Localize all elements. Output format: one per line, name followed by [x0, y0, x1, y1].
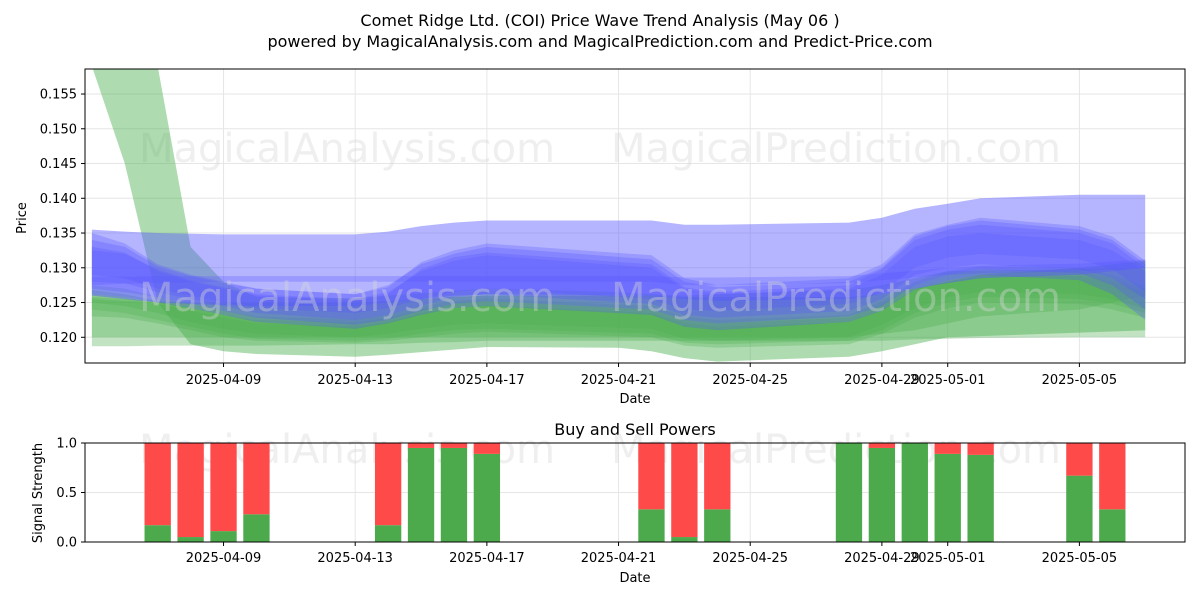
sell-power-bar	[868, 443, 896, 448]
price-y-tick-label: 0.150	[40, 122, 77, 137]
sell-power-bar	[638, 443, 665, 510]
buy-power-bar	[967, 454, 994, 542]
powers-x-tick-label: 2025-05-05	[1042, 551, 1118, 566]
buy-power-bar	[440, 447, 468, 542]
price-bands	[91, 69, 1146, 362]
buy-power-bar	[1066, 475, 1093, 542]
powers-x-tick-label: 2025-04-25	[712, 551, 788, 566]
sell-power-bar	[144, 443, 171, 526]
watermark-mid-left: MagicalAnalysis.com	[139, 275, 555, 321]
buy-power-bar	[835, 443, 863, 542]
powers-y-axis-label: Signal Strength	[31, 443, 46, 543]
blue-wave-band	[91, 233, 1146, 320]
blue-wave-band	[91, 217, 1146, 325]
price-y-tick-label: 0.135	[40, 227, 77, 242]
chart-title: Comet Ridge Ltd. (COI) Price Wave Trend …	[360, 11, 839, 30]
sell-power-bar	[704, 443, 731, 510]
price-y-tick-label: 0.145	[40, 157, 77, 172]
price-x-tick-label: 2025-04-25	[712, 373, 788, 388]
chart-subtitle: powered by MagicalAnalysis.com and Magic…	[267, 32, 932, 51]
watermark-mid-right: MagicalPrediction.com	[611, 275, 1061, 321]
powers-bars	[144, 443, 1126, 542]
price-x-tick-label: 2025-05-05	[1042, 373, 1118, 388]
buy-power-bar	[473, 453, 501, 542]
green-wave-band	[91, 269, 1146, 345]
powers-title: Buy and Sell Powers	[554, 420, 716, 439]
sell-power-bar	[1066, 443, 1093, 476]
buy-power-bar	[671, 537, 698, 542]
sell-power-bar	[177, 443, 204, 538]
buy-power-bar	[934, 453, 961, 542]
blue-wave-band	[91, 259, 1146, 286]
price-plot-frame	[84, 68, 1186, 364]
watermark-layer: MagicalAnalysis.com MagicalPrediction.co…	[139, 126, 1061, 172]
sell-power-bar	[473, 443, 501, 454]
blue-wave-band	[91, 220, 1146, 313]
sell-power-bar	[374, 443, 402, 526]
sell-power-bar	[210, 443, 237, 532]
powers-y-tick-label: 1.0	[56, 437, 77, 452]
price-x-tick-label: 2025-04-17	[449, 373, 525, 388]
watermark-top-left: MagicalAnalysis.com	[139, 126, 555, 172]
green-wave-band	[91, 274, 1146, 348]
green-wave-band-wide	[92, 69, 1146, 362]
sell-power-bar	[671, 443, 698, 538]
buy-power-bar	[638, 509, 665, 542]
sell-power-bar	[243, 443, 270, 515]
powers-x-tick-label: 2025-04-17	[449, 551, 525, 566]
powers-x-tick-label: 2025-04-29	[844, 551, 920, 566]
buy-power-bar	[1099, 509, 1126, 542]
sell-power-bar	[934, 443, 961, 454]
powers-x-tick-label: 2025-04-13	[317, 551, 393, 566]
price-bands-clip	[91, 69, 1146, 362]
price-x-tick-label: 2025-04-29	[844, 373, 920, 388]
buy-power-bar	[177, 537, 204, 542]
green-wave-band	[91, 260, 1146, 347]
green-wave-band	[91, 266, 1146, 341]
buy-power-bar	[144, 525, 171, 542]
powers-y-tick-label: 0.0	[56, 536, 77, 551]
powers-x-tick-label: 2025-05-01	[910, 551, 986, 566]
buy-power-bar	[901, 443, 928, 542]
price-y-tick-label: 0.125	[40, 296, 77, 311]
watermark-top-right: MagicalPrediction.com	[611, 126, 1061, 172]
buy-power-bar	[868, 447, 896, 542]
price-axes: 0.120 0.125 0.130 0.135 0.140 0.145 0.150 0.155…	[40, 88, 1117, 388]
price-y-axis-label: Price	[15, 202, 30, 234]
blue-wave-band	[91, 194, 1146, 306]
blue-wave-band	[91, 224, 1146, 331]
buy-power-bar	[243, 514, 270, 542]
price-x-tick-label: 2025-05-01	[910, 373, 986, 388]
price-grid	[85, 69, 1185, 363]
price-x-tick-label: 2025-04-21	[581, 373, 657, 388]
sell-power-bar	[967, 443, 994, 455]
powers-axes: 0.0 0.5 1.0 2025-04-09 2025-04-13 2025-04-17 2…	[56, 437, 1117, 567]
green-wave-band	[91, 260, 1146, 338]
watermark-mid-layer: MagicalAnalysis.com MagicalPrediction.co…	[139, 275, 1061, 321]
price-y-tick-label: 0.140	[40, 192, 77, 207]
sell-power-bar	[440, 443, 468, 448]
price-y-tick-label: 0.130	[40, 261, 77, 276]
price-y-tick-label: 0.155	[40, 88, 77, 103]
buy-power-bar	[210, 531, 237, 542]
powers-x-axis-label: Date	[619, 571, 650, 586]
price-x-tick-label: 2025-04-09	[186, 373, 262, 388]
sell-power-bar	[1099, 443, 1126, 510]
price-x-axis-label: Date	[619, 392, 650, 407]
price-y-tick-label: 0.120	[40, 331, 77, 346]
price-x-tick-label: 2025-04-13	[317, 373, 393, 388]
powers-x-tick-label: 2025-04-09	[186, 551, 262, 566]
powers-y-tick-label: 0.5	[56, 486, 77, 501]
buy-power-bar	[704, 509, 731, 542]
buy-power-bar	[374, 525, 402, 542]
sell-power-bar	[407, 443, 435, 448]
buy-power-bar	[407, 447, 435, 542]
powers-x-tick-label: 2025-04-21	[581, 551, 657, 566]
